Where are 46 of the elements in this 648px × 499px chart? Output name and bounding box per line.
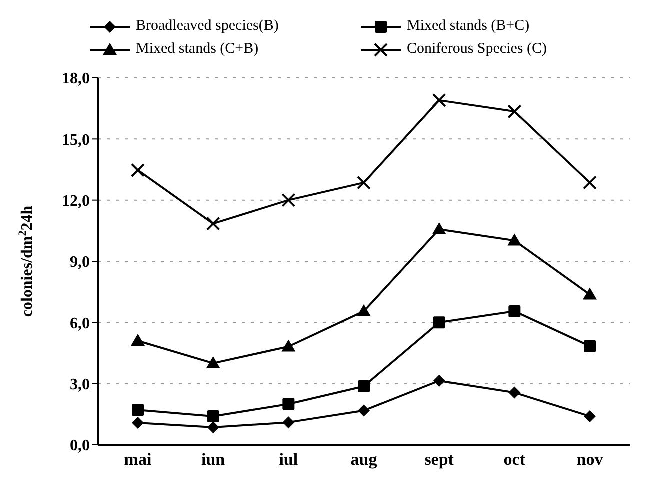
- point: [432, 93, 446, 108]
- legend-label: Broadleaved species(B): [136, 18, 279, 35]
- point: [131, 334, 145, 346]
- point: [282, 416, 295, 429]
- point: [207, 410, 220, 422]
- point: [433, 316, 446, 329]
- point: [433, 374, 446, 387]
- x-tick-label: mai: [124, 450, 152, 470]
- y-tick-label: 3,0: [70, 376, 90, 394]
- point: [206, 216, 220, 231]
- point: [206, 356, 220, 368]
- point: [358, 404, 370, 417]
- point: [508, 104, 522, 119]
- x-tick-label: sept: [424, 450, 454, 470]
- x-tick-label: iul: [279, 450, 298, 470]
- point: [432, 222, 446, 234]
- point: [282, 398, 295, 410]
- point: [358, 380, 370, 392]
- legend-label: Mixed stands (C+B): [136, 41, 259, 58]
- x-tick-label: nov: [576, 450, 604, 470]
- point: [508, 305, 521, 318]
- legend-label: Coniferous Species (C): [407, 41, 547, 58]
- point: [132, 404, 144, 416]
- y-tick-label: 0,0: [70, 438, 90, 455]
- point: [207, 421, 220, 434]
- point: [282, 340, 296, 352]
- y-tick-label: 18,0: [62, 70, 90, 88]
- y-tick-label: 9,0: [70, 254, 90, 272]
- point: [357, 176, 371, 190]
- point: [131, 163, 145, 178]
- point: [508, 386, 521, 399]
- point: [357, 304, 371, 316]
- point: [282, 193, 296, 208]
- y-tick-label: 15,0: [62, 132, 90, 149]
- point: [584, 340, 596, 352]
- point: [508, 234, 522, 246]
- y-tick-label: 12,0: [62, 193, 90, 210]
- point: [583, 288, 597, 300]
- point: [132, 416, 144, 429]
- x-tick-label: oct: [504, 450, 526, 470]
- y-tick-label: 6,0: [70, 315, 90, 332]
- x-tick-label: iun: [202, 450, 226, 470]
- point: [584, 410, 596, 422]
- x-tick-label: aug: [350, 450, 378, 470]
- point: [583, 176, 597, 190]
- legend-label: Mixed stands (B+C): [407, 18, 530, 35]
